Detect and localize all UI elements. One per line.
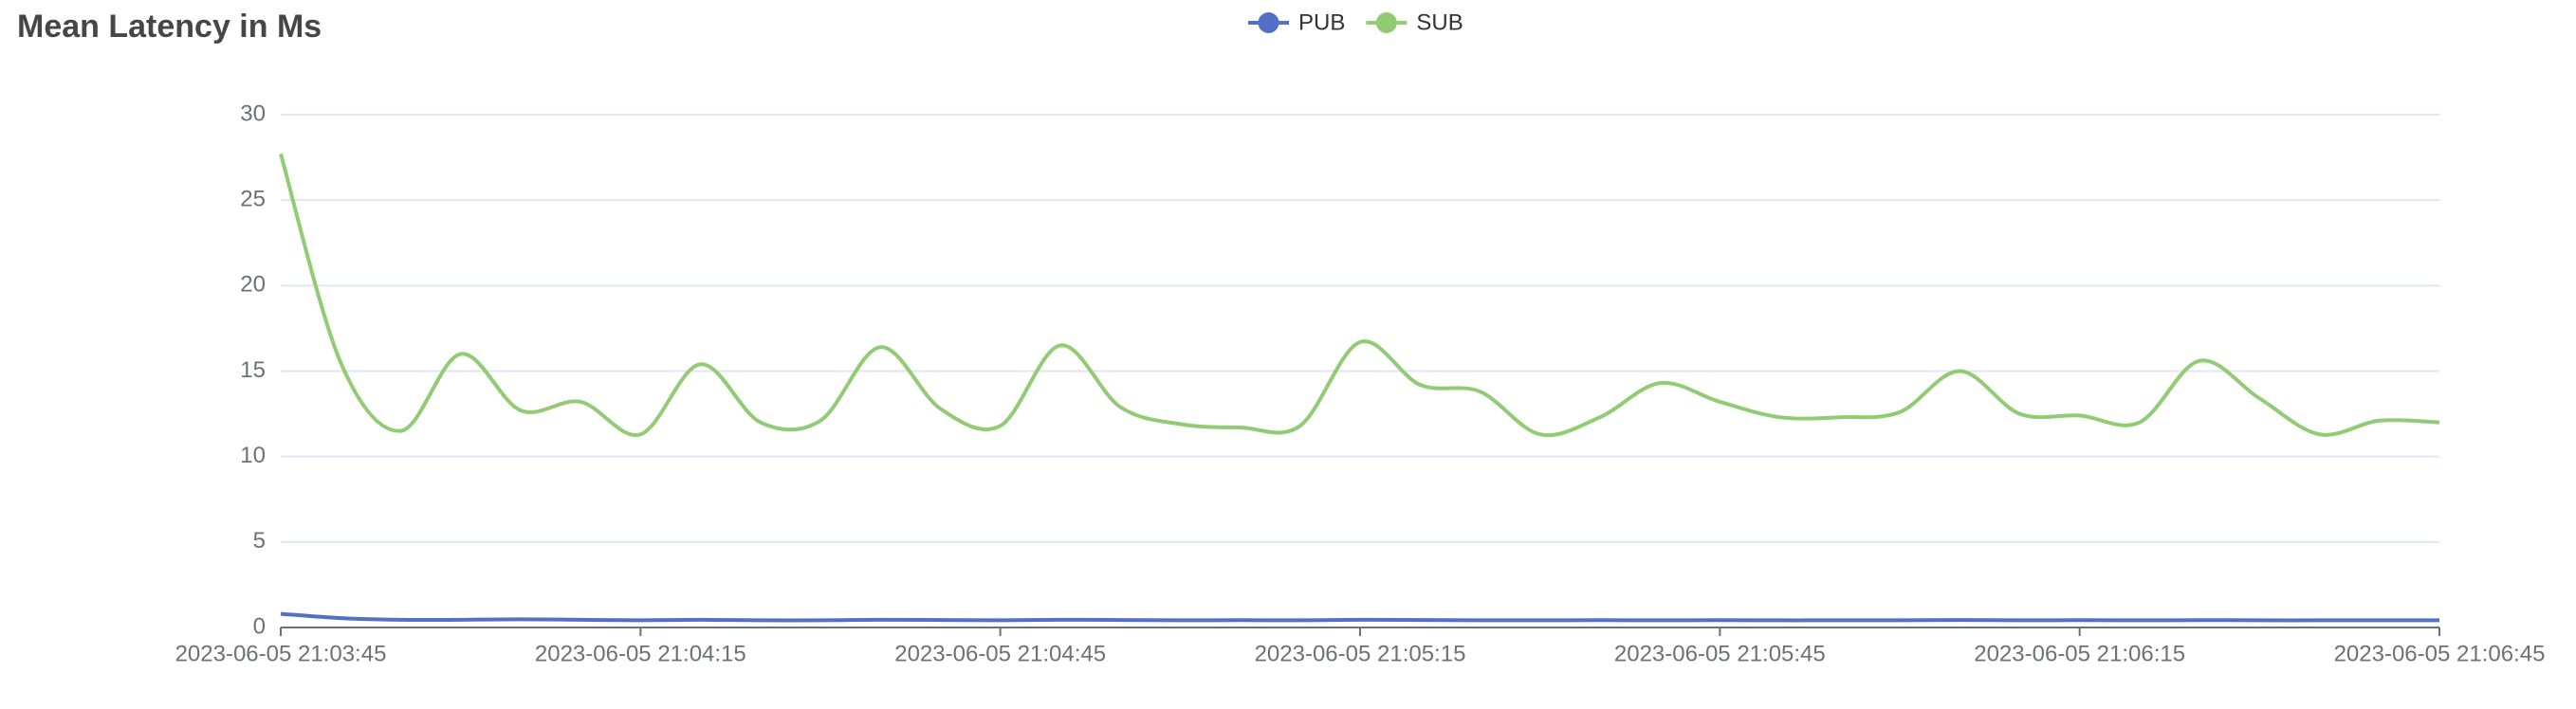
legend-item: PUB bbox=[1248, 9, 1345, 35]
y-tick-label: 25 bbox=[240, 187, 266, 212]
legend-label: SUB bbox=[1416, 9, 1463, 35]
legend: PUB SUB bbox=[1248, 9, 1463, 35]
legend-marker bbox=[1258, 12, 1279, 33]
series-line bbox=[280, 611, 2439, 623]
series-line bbox=[279, 153, 2440, 438]
x-tick-label: 2023-06-05 21:04:15 bbox=[535, 641, 746, 666]
y-tick-label: 15 bbox=[240, 357, 266, 383]
legend-marker bbox=[1375, 12, 1397, 33]
y-tick-label: 10 bbox=[240, 443, 266, 468]
y-tick-label: 30 bbox=[240, 100, 266, 126]
x-tick-label: 2023-06-05 21:06:15 bbox=[1974, 641, 2185, 666]
legend-label: PUB bbox=[1298, 9, 1345, 35]
y-tick-label: 20 bbox=[240, 272, 266, 298]
legend-item: SUB bbox=[1366, 9, 1463, 35]
y-tick-label: 5 bbox=[253, 528, 266, 554]
x-tick-label: 2023-06-05 21:03:45 bbox=[175, 641, 387, 666]
x-tick-label: 2023-06-05 21:04:45 bbox=[894, 641, 1106, 666]
x-tick-label: 2023-06-05 21:05:15 bbox=[1255, 641, 1466, 666]
y-tick-label: 0 bbox=[253, 613, 266, 639]
x-tick-label: 2023-06-05 21:06:45 bbox=[2334, 641, 2546, 666]
x-tick-label: 2023-06-05 21:05:45 bbox=[1614, 641, 1826, 666]
chart-title: Mean Latency in Ms bbox=[17, 9, 322, 45]
